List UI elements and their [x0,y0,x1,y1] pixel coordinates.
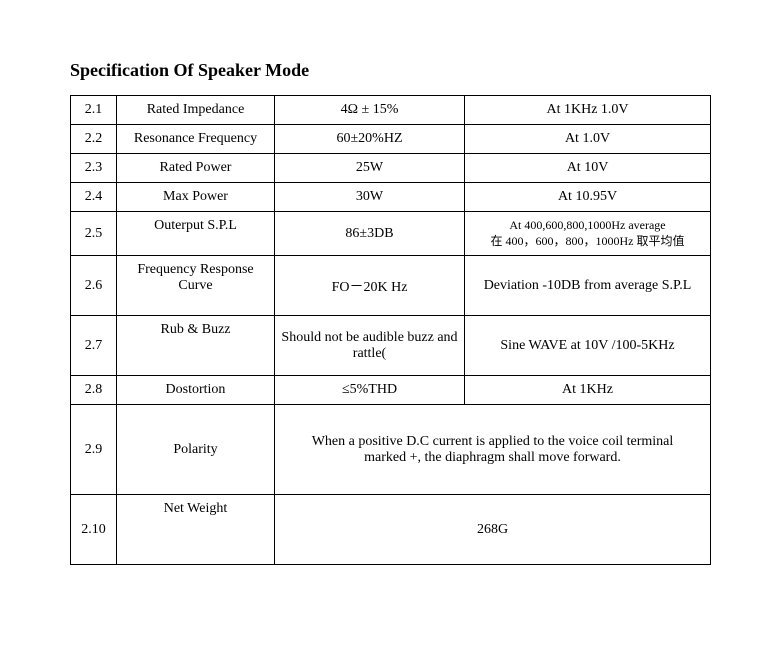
row-value: ≤5%THD [275,376,465,405]
table-row: 2.9 Polarity When a positive D.C current… [71,405,711,495]
row-label: Polarity [117,405,275,495]
row-label: Rated Impedance [117,96,275,125]
row-condition: Sine WAVE at 10V /100-5KHz [465,316,711,376]
row-label: Max Power [117,183,275,212]
row-condition: At 1.0V [465,125,711,154]
table-row: 2.5 Outerput S.P.L 86±3DB At 400,600,800… [71,212,711,256]
row-label: Net Weight [117,495,275,565]
row-num: 2.8 [71,376,117,405]
row-condition: At 10V [465,154,711,183]
row-value: 4Ω ± 15% [275,96,465,125]
row-condition: At 10.95V [465,183,711,212]
row-condition: At 1KHz 1.0V [465,96,711,125]
row-value: 30W [275,183,465,212]
row-num: 2.5 [71,212,117,256]
row-condition: At 400,600,800,1000Hz average 在 400，600，… [465,212,711,256]
row-merged: 268G [275,495,711,565]
table-row: 2.8 Dostortion ≤5%THD At 1KHz [71,376,711,405]
row-value: 60±20%HZ [275,125,465,154]
row-num: 2.7 [71,316,117,376]
table-row: 2.6 Frequency Response Curve FO－20K Hz D… [71,256,711,316]
row-label: Rub & Buzz [117,316,275,376]
row-num: 2.3 [71,154,117,183]
table-row: 2.4 Max Power 30W At 10.95V [71,183,711,212]
row-label: Outerput S.P.L [117,212,275,256]
row-value: 86±3DB [275,212,465,256]
row-label: Dostortion [117,376,275,405]
row-num: 2.4 [71,183,117,212]
page-title: Specification Of Speaker Mode [70,60,761,81]
row-num: 2.9 [71,405,117,495]
page: Specification Of Speaker Mode 2.1 Rated … [0,0,761,565]
table-row: 2.7 Rub & Buzz Should not be audible buz… [71,316,711,376]
row-condition: At 1KHz [465,376,711,405]
table-row: 2.10 Net Weight 268G [71,495,711,565]
table-row: 2.1 Rated Impedance 4Ω ± 15% At 1KHz 1.0… [71,96,711,125]
table-row: 2.3 Rated Power 25W At 10V [71,154,711,183]
row-value: Should not be audible buzz and rattle( [275,316,465,376]
row-label: Frequency Response Curve [117,256,275,316]
row-merged: When a positive D.C current is applied t… [275,405,711,495]
table-row: 2.2 Resonance Frequency 60±20%HZ At 1.0V [71,125,711,154]
row-value: FO－20K Hz [275,256,465,316]
spec-table: 2.1 Rated Impedance 4Ω ± 15% At 1KHz 1.0… [70,95,711,565]
row-num: 2.2 [71,125,117,154]
condition-line2: 在 400，600，800，1000Hz 取平均值 [491,234,685,248]
condition-line1: At 400,600,800,1000Hz average [509,218,665,232]
row-value: 25W [275,154,465,183]
row-label: Resonance Frequency [117,125,275,154]
row-num: 2.10 [71,495,117,565]
row-condition: Deviation -10DB from average S.P.L [465,256,711,316]
row-num: 2.6 [71,256,117,316]
row-label: Rated Power [117,154,275,183]
row-num: 2.1 [71,96,117,125]
